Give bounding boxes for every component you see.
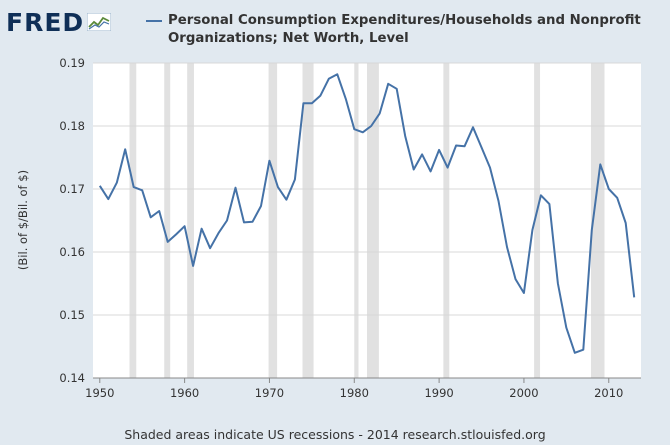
recession-band: [354, 63, 359, 378]
x-tick-label: 1960: [170, 386, 199, 400]
legend-swatch: [146, 20, 162, 22]
recession-band: [302, 63, 314, 378]
y-tick-label: 0.19: [59, 56, 85, 70]
y-tick-label: 0.16: [59, 245, 85, 259]
x-tick-label: 1980: [340, 386, 369, 400]
footer-note: Shaded areas indicate US recessions - 20…: [124, 427, 546, 442]
y-tick-label: 0.15: [59, 308, 85, 322]
series-layer: [98, 73, 636, 354]
y-tick-label: 0.17: [59, 182, 85, 196]
logo-text: FRED: [6, 7, 85, 37]
recession-band: [443, 63, 450, 378]
recession-band: [590, 63, 605, 378]
y-tick-label: 0.14: [59, 371, 85, 385]
y-tick-label: 0.18: [59, 119, 85, 133]
recession-band: [534, 63, 541, 378]
x-tick-label: 1970: [255, 386, 284, 400]
recession-band: [187, 63, 194, 378]
x-tick-label: 1990: [424, 386, 453, 400]
chart-logo-icon: [87, 13, 112, 31]
fred-logo[interactable]: FRED: [6, 7, 112, 37]
recession-band: [164, 63, 171, 378]
recession-bands: [129, 63, 605, 378]
y-axis-label: (Bil. of $/Bil. of $): [16, 170, 30, 270]
recession-band: [367, 63, 379, 378]
recession-band: [129, 63, 137, 378]
axes: 0.14 0.15 0.16 0.17 0.18 0.19 1950 1960 1970 1980…: [59, 56, 641, 400]
x-tick-label: 2010: [594, 386, 623, 400]
x-tick-label: 1950: [85, 386, 114, 400]
chart-legend: Personal Consumption Expenditures/Househ…: [146, 12, 656, 48]
recession-band: [268, 63, 278, 378]
legend-series-name: Personal Consumption Expenditures/Househ…: [168, 13, 641, 46]
series-line: [98, 73, 636, 354]
x-tick-label: 2000: [509, 386, 538, 400]
